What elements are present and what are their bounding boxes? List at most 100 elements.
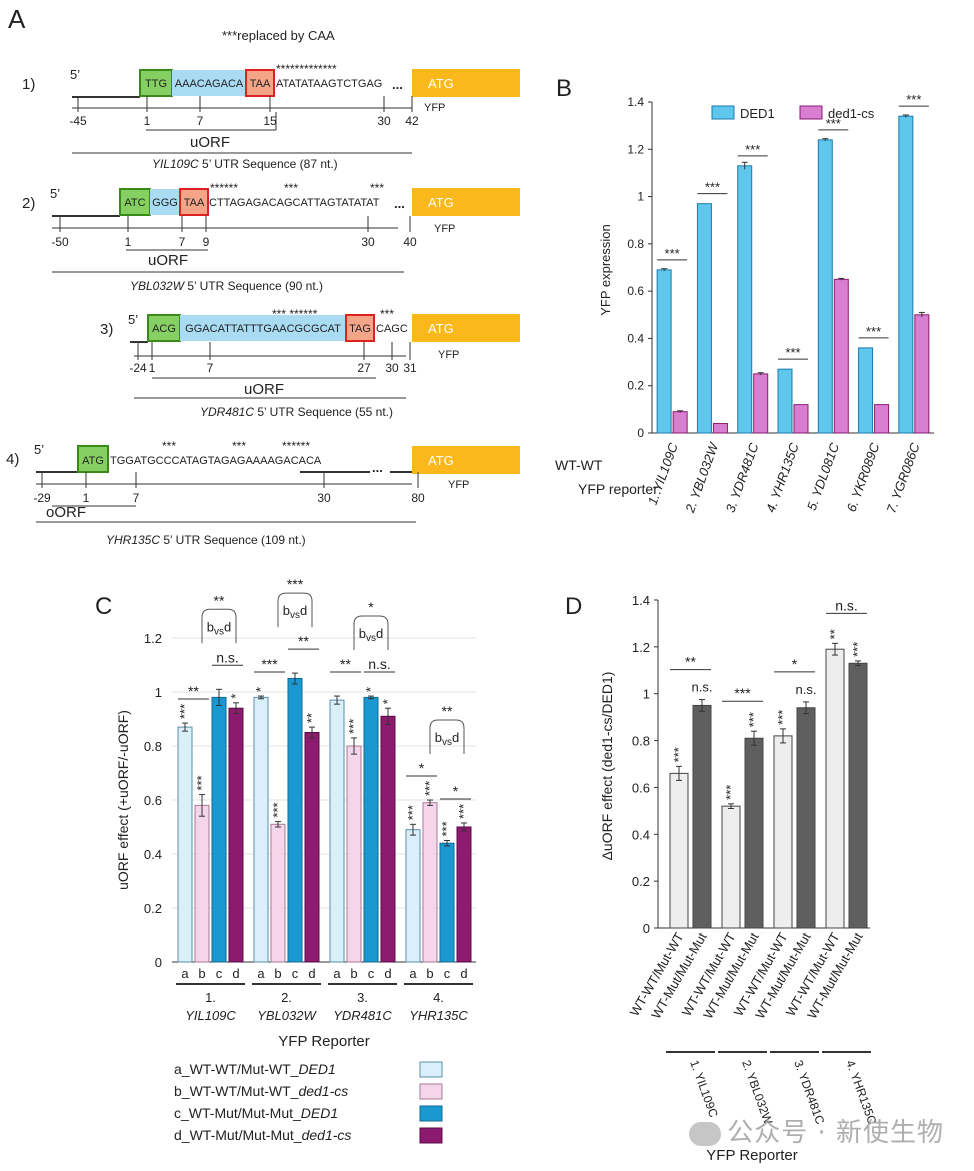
bar-d bbox=[304, 732, 320, 963]
pair-stars-cd: * bbox=[453, 783, 459, 799]
group-gene: YIL109C bbox=[185, 1008, 236, 1023]
y-axis-label: uORF effect (+uORF/-uORF) bbox=[115, 710, 131, 890]
utr-seq-label: YDR481C 5’ UTR Sequence (55 nt.) bbox=[200, 405, 393, 419]
legend-label: a_WT-WT/Mut-WT_DED1 bbox=[174, 1061, 336, 1077]
utr-seq-label: YBL032W 5’ UTR Sequence (90 nt.) bbox=[130, 279, 323, 293]
legend-swatch-ded1cs bbox=[799, 105, 823, 120]
stop-codon-text: TAG bbox=[349, 323, 371, 335]
five-prime-label: 5’ bbox=[34, 442, 44, 457]
y-tick-label: 0.2 bbox=[144, 901, 162, 916]
watermark-text: 公众号 · 新使生物 bbox=[727, 1118, 944, 1148]
atg-yfp-box bbox=[412, 314, 520, 342]
y-tick-label: 0 bbox=[637, 426, 644, 440]
bar-letter: b bbox=[198, 966, 205, 981]
bar-wtwt bbox=[773, 735, 793, 929]
position-label: 15 bbox=[263, 114, 277, 128]
orf-label: uORF bbox=[244, 381, 284, 398]
pair-stars: ** bbox=[685, 654, 696, 670]
legend-strain: DED1 bbox=[298, 1061, 335, 1077]
uorf-seq-text: GGACATTATTTGAACGCGCAT bbox=[185, 323, 341, 335]
construct-number: 4) bbox=[6, 451, 19, 468]
bar-d bbox=[380, 715, 396, 963]
bar-ded1cs bbox=[874, 404, 890, 434]
bar-a bbox=[253, 696, 269, 963]
stop-codon-text: TAA bbox=[184, 197, 205, 209]
x-axis-label: YFP Reporter bbox=[278, 1033, 369, 1050]
mutation-stars: *** bbox=[162, 439, 176, 453]
y-tick-label: 0.6 bbox=[632, 780, 650, 795]
uorf-seq-text: GGG bbox=[152, 197, 178, 209]
bar-b bbox=[346, 745, 362, 963]
pair-stars-ab: *** bbox=[261, 656, 278, 672]
ellipsis: ... bbox=[372, 460, 383, 475]
mutation-stars: *** bbox=[284, 181, 298, 195]
group-gene-label: 1. YIL109C bbox=[687, 1058, 721, 1119]
position-label: -24 bbox=[129, 361, 147, 375]
y-tick-label: 1 bbox=[637, 190, 644, 204]
significance-stars: *** bbox=[785, 345, 800, 360]
utr-seq-desc: 5’ UTR Sequence (109 nt.) bbox=[160, 533, 306, 547]
stop-codon-box bbox=[245, 69, 275, 97]
mutation-stars: *** bbox=[232, 439, 246, 453]
position-label: 1 bbox=[144, 114, 151, 128]
bar-wtmut bbox=[744, 737, 764, 929]
bar-ded1cs bbox=[712, 423, 728, 434]
bar-stars: *** bbox=[850, 642, 865, 657]
bvsd-d: d bbox=[376, 626, 383, 641]
bar-d bbox=[228, 707, 244, 963]
bvsd-bracket bbox=[201, 608, 237, 644]
replaced-note: ***replaced by CAA bbox=[222, 28, 335, 43]
position-label: 30 bbox=[317, 491, 331, 505]
panel-letter-d: D bbox=[565, 593, 582, 620]
category-label: 2. YBL032W bbox=[682, 439, 722, 515]
stop-codon-box bbox=[345, 314, 375, 342]
bar-a bbox=[329, 699, 345, 963]
atg-text: ATG bbox=[428, 453, 454, 468]
bar-b bbox=[270, 823, 286, 963]
bar-stars: *** bbox=[456, 804, 471, 819]
construct-number: 1) bbox=[22, 76, 35, 93]
position-label: 30 bbox=[385, 361, 399, 375]
pair-stars-ab: ** bbox=[188, 683, 199, 699]
bar-ded1cs bbox=[914, 314, 930, 434]
position-label: 42 bbox=[405, 114, 419, 128]
bar-ded1 bbox=[656, 269, 672, 434]
bar-stars: * bbox=[380, 699, 395, 704]
panel-letter-b: B bbox=[556, 75, 572, 102]
group-number: 2. bbox=[281, 990, 292, 1005]
orf-label: oORF bbox=[46, 504, 86, 521]
y-axis-label-text: ΔuORF effect (ded1-cs/DED1) bbox=[599, 672, 615, 861]
y-tick-label: 0.6 bbox=[144, 793, 162, 808]
bar-ns: n.s. bbox=[692, 680, 713, 695]
utr-seq-desc: 5’ UTR Sequence (87 nt.) bbox=[199, 157, 338, 171]
bar-ded1 bbox=[817, 139, 833, 434]
bar-c bbox=[439, 842, 455, 963]
position-label: 40 bbox=[403, 235, 417, 249]
mutation-stars: *** ****** bbox=[272, 307, 318, 321]
uorf-box bbox=[150, 189, 180, 215]
legend-label: c_WT-Mut/Mut-Mut_DED1 bbox=[174, 1105, 338, 1121]
bar-letter: a bbox=[409, 966, 417, 981]
legend-label-ded1cs: ded1-cs bbox=[828, 106, 875, 121]
bar-letter: b bbox=[350, 966, 357, 981]
bar-letter: d bbox=[308, 966, 315, 981]
position-label: -45 bbox=[69, 114, 87, 128]
gene-name: YBL032W bbox=[130, 279, 186, 293]
panel-letter-c: C bbox=[95, 593, 112, 620]
yfp-label: YFP bbox=[448, 479, 469, 491]
bvsd-label: bvsd bbox=[283, 603, 307, 621]
bvsd-b: b bbox=[359, 626, 366, 641]
bar-ded1 bbox=[858, 347, 874, 434]
position-label: 7 bbox=[179, 235, 186, 249]
five-prime-label: 5’ bbox=[70, 67, 80, 82]
bar-stars: *** bbox=[405, 805, 420, 820]
panel-d-chart: D 0 0.2 0.4 0.6 0.8 1 1.2 1.4 ΔuORF effect (ded1-… bbox=[565, 593, 879, 1164]
mutation-stars: *** bbox=[380, 307, 394, 321]
bvsd-vs: vs bbox=[290, 610, 300, 621]
bar-stars: *** bbox=[422, 781, 437, 796]
panel-c-chart: C 0 0.2 0.4 0.6 0.8 1 1.2 uORF effect (+uORF/-uO… bbox=[95, 576, 476, 1144]
bar-c bbox=[287, 678, 303, 963]
pair-stars-cd: ** bbox=[298, 633, 309, 649]
bvsd-label: bvsd bbox=[359, 626, 383, 644]
bar-stars: ** bbox=[304, 713, 319, 723]
